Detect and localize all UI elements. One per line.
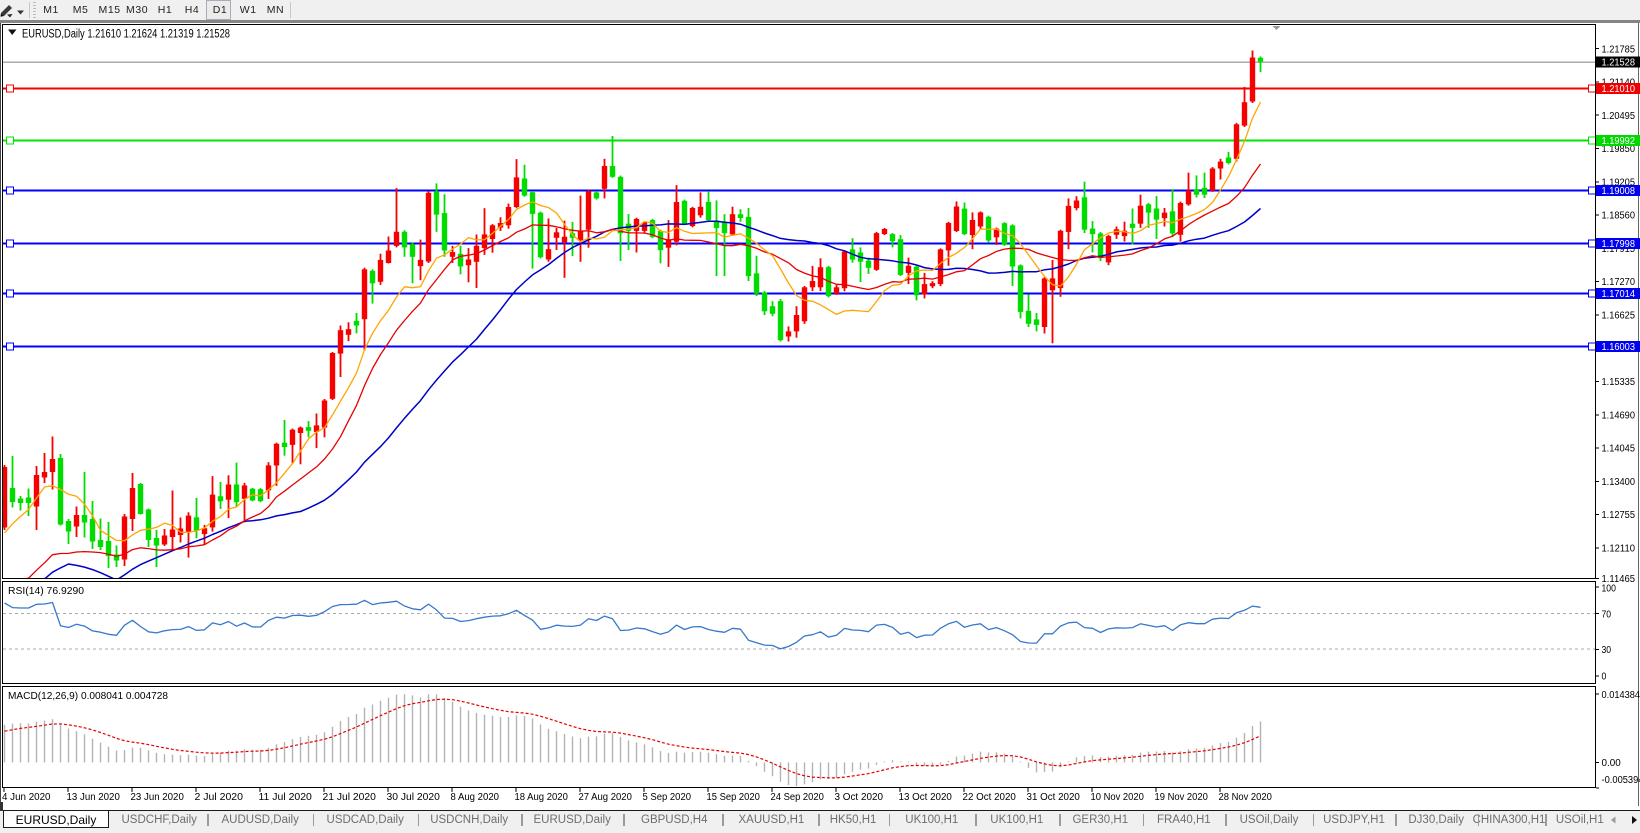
svg-text:0.014384: 0.014384 xyxy=(1602,690,1640,701)
svg-text:1.13400: 1.13400 xyxy=(1602,477,1636,488)
svg-text:MACD(12,26,9) 0.008041 0.00472: MACD(12,26,9) 0.008041 0.004728 xyxy=(8,691,168,702)
svg-text:21 Jul 2020: 21 Jul 2020 xyxy=(323,792,377,803)
svg-text:1.19992: 1.19992 xyxy=(1602,136,1636,147)
svg-text:1.15335: 1.15335 xyxy=(1602,377,1636,388)
svg-text:2 Jul 2020: 2 Jul 2020 xyxy=(195,792,244,803)
svg-text:100: 100 xyxy=(1602,584,1617,595)
svg-text:1.17915: 1.17915 xyxy=(1602,244,1636,255)
svg-text:1.17270: 1.17270 xyxy=(1602,277,1636,288)
svg-text:1.20495: 1.20495 xyxy=(1602,111,1636,122)
svg-text:23 Jun 2020: 23 Jun 2020 xyxy=(131,792,185,803)
svg-text:1.21010: 1.21010 xyxy=(1602,84,1636,95)
svg-text:1.19850: 1.19850 xyxy=(1602,144,1636,155)
svg-text:13 Oct 2020: 13 Oct 2020 xyxy=(899,792,953,803)
svg-text:EURUSD,Daily 1.21610 1.21624: EURUSD,Daily 1.21610 1.21624 1.21319 1.2… xyxy=(22,29,230,41)
svg-text:18 Aug 2020: 18 Aug 2020 xyxy=(515,792,569,803)
svg-text:15 Sep 2020: 15 Sep 2020 xyxy=(707,792,761,803)
svg-text:30 Jul 2020: 30 Jul 2020 xyxy=(387,792,441,803)
svg-text:1.11465: 1.11465 xyxy=(1602,574,1636,585)
svg-text:11 Jul 2020: 11 Jul 2020 xyxy=(259,792,313,803)
svg-text:1.16625: 1.16625 xyxy=(1602,311,1636,322)
svg-text:19 Nov 2020: 19 Nov 2020 xyxy=(1155,792,1209,803)
svg-text:1.14690: 1.14690 xyxy=(1602,410,1636,421)
svg-text:1.21528: 1.21528 xyxy=(1602,58,1636,69)
svg-text:1.12110: 1.12110 xyxy=(1602,543,1636,554)
svg-text:3 Oct 2020: 3 Oct 2020 xyxy=(835,792,884,803)
svg-text:31 Oct 2020: 31 Oct 2020 xyxy=(1027,792,1081,803)
svg-text:1.21785: 1.21785 xyxy=(1602,44,1636,55)
svg-text:70: 70 xyxy=(1602,609,1612,620)
svg-text:28 Nov 2020: 28 Nov 2020 xyxy=(1219,792,1273,803)
svg-text:1.18560: 1.18560 xyxy=(1602,211,1636,222)
svg-text:13 Jun 2020: 13 Jun 2020 xyxy=(67,792,121,803)
svg-text:1.14045: 1.14045 xyxy=(1602,444,1636,455)
svg-text:10 Nov 2020: 10 Nov 2020 xyxy=(1091,792,1145,803)
svg-text:1.12755: 1.12755 xyxy=(1602,510,1636,521)
svg-text:1.19205: 1.19205 xyxy=(1602,177,1636,188)
svg-text:4 Jun 2020: 4 Jun 2020 xyxy=(2,792,51,803)
svg-text:8 Aug 2020: 8 Aug 2020 xyxy=(451,792,500,803)
svg-text:24 Sep 2020: 24 Sep 2020 xyxy=(771,792,825,803)
svg-text:30: 30 xyxy=(1602,645,1612,656)
svg-text:1.16003: 1.16003 xyxy=(1602,342,1636,353)
svg-text:22 Oct 2020: 22 Oct 2020 xyxy=(963,792,1017,803)
svg-text:5 Sep 2020: 5 Sep 2020 xyxy=(643,792,692,803)
svg-text:1.17014: 1.17014 xyxy=(1602,289,1636,300)
svg-text:1.19008: 1.19008 xyxy=(1602,186,1636,197)
svg-text:0: 0 xyxy=(1602,672,1607,683)
svg-text:27 Aug 2020: 27 Aug 2020 xyxy=(579,792,633,803)
svg-text:0.00: 0.00 xyxy=(1602,758,1622,769)
svg-text:-0.005394: -0.005394 xyxy=(1602,775,1640,786)
svg-text:1.17998: 1.17998 xyxy=(1602,239,1636,250)
svg-text:RSI(14) 76.9290: RSI(14) 76.9290 xyxy=(8,586,84,597)
